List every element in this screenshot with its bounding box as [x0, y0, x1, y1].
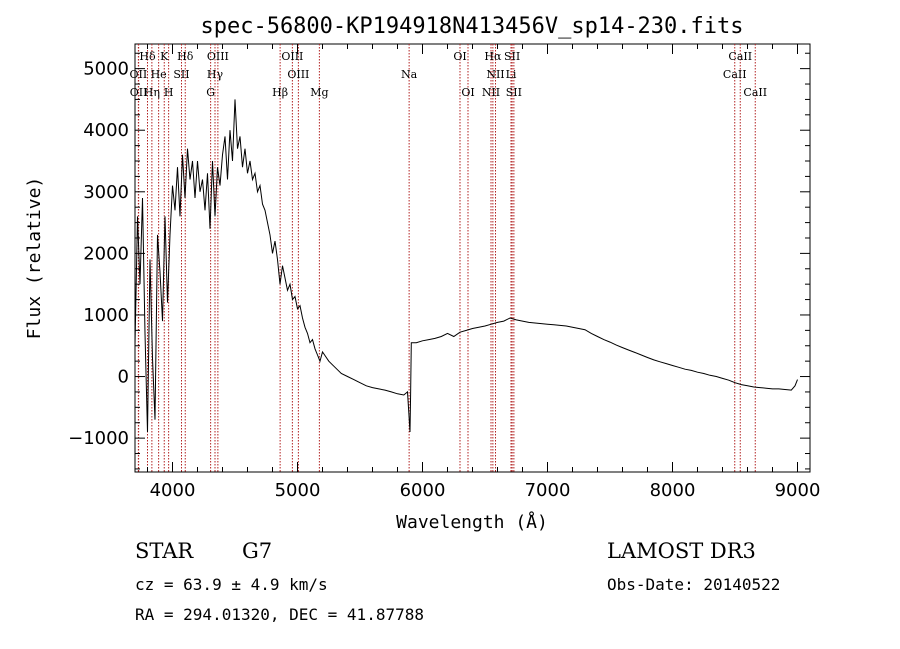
y-axis-label: Flux (relative) [24, 177, 45, 340]
observation-date: Obs-Date: 20140522 [607, 575, 781, 594]
x-axis-ticks: 4000 5000 6000 7000 8000 9000 [147, 44, 821, 501]
y-tick-label-3: 2000 [83, 243, 129, 264]
marker-label-9: OII [130, 68, 148, 81]
marker-label-15: NII [486, 68, 504, 81]
marker-label-1: K [160, 50, 169, 63]
marker-label-5: OI [453, 50, 466, 63]
marker-label-25: NII [482, 86, 500, 99]
marker-label-0: Hδ [139, 50, 156, 63]
y-tick-label-2: 1000 [83, 305, 129, 326]
marker-label-21: G [206, 86, 215, 99]
y-tick-label-0: −1000 [68, 428, 129, 449]
marker-label-18: OII [130, 86, 148, 99]
marker-label-8: CaII [728, 50, 752, 63]
object-subclass: G7 [242, 539, 273, 563]
coordinates: RA = 294.01320, DEC = 41.87788 [135, 605, 424, 624]
redshift-cz: cz = 63.9 ± 4.9 km/s [135, 575, 328, 594]
marker-label-3: OIII [207, 50, 229, 63]
x-tick-label-1: 5000 [275, 480, 321, 501]
y-tick-label-5: 4000 [83, 120, 129, 141]
marker-label-19: Hη [144, 86, 160, 99]
marker-label-10: He [151, 68, 167, 81]
x-axis-label: Wavelength (Å) [396, 511, 548, 533]
x-tick-label-4: 8000 [650, 480, 696, 501]
survey-name: LAMOST DR3 [607, 539, 756, 563]
y-axis-ticks: −1000 0 1000 2000 3000 4000 5000 [68, 52, 810, 470]
x-tick-label-2: 6000 [400, 480, 446, 501]
y-tick-label-4: 3000 [83, 182, 129, 203]
marker-label-22: Hβ [272, 86, 288, 99]
x-tick-label-3: 7000 [525, 480, 571, 501]
x-tick-label-0: 4000 [150, 480, 196, 501]
plot-frame [134, 43, 811, 473]
marker-label-26: SII [506, 86, 522, 99]
marker-label-13: OIII [287, 68, 309, 81]
object-class: STAR [135, 539, 194, 563]
marker-label-17: CaII [723, 68, 747, 81]
line-markers [137, 44, 756, 472]
chart-title: spec-56800-KP194918N413456V_sp14-230.fit… [200, 14, 743, 39]
marker-label-4: OIII [281, 50, 303, 63]
spectrum-line [134, 99, 798, 433]
marker-label-23: Mg [310, 86, 328, 99]
marker-label-6: Hα [484, 50, 502, 63]
marker-label-7: SII [504, 50, 520, 63]
marker-label-2: Hδ [177, 50, 194, 63]
marker-label-20: H [164, 86, 174, 99]
x-tick-label-5: 9000 [775, 480, 821, 501]
marker-label-14: Na [401, 68, 418, 81]
marker-label-16: Li [506, 68, 517, 81]
y-tick-label-6: 5000 [83, 59, 129, 80]
y-tick-label-1: 0 [118, 367, 129, 388]
marker-label-11: SII [173, 68, 189, 81]
marker-label-27: CaII [743, 86, 767, 99]
marker-label-12: Hγ [207, 68, 224, 81]
marker-label-24: OI [461, 86, 474, 99]
